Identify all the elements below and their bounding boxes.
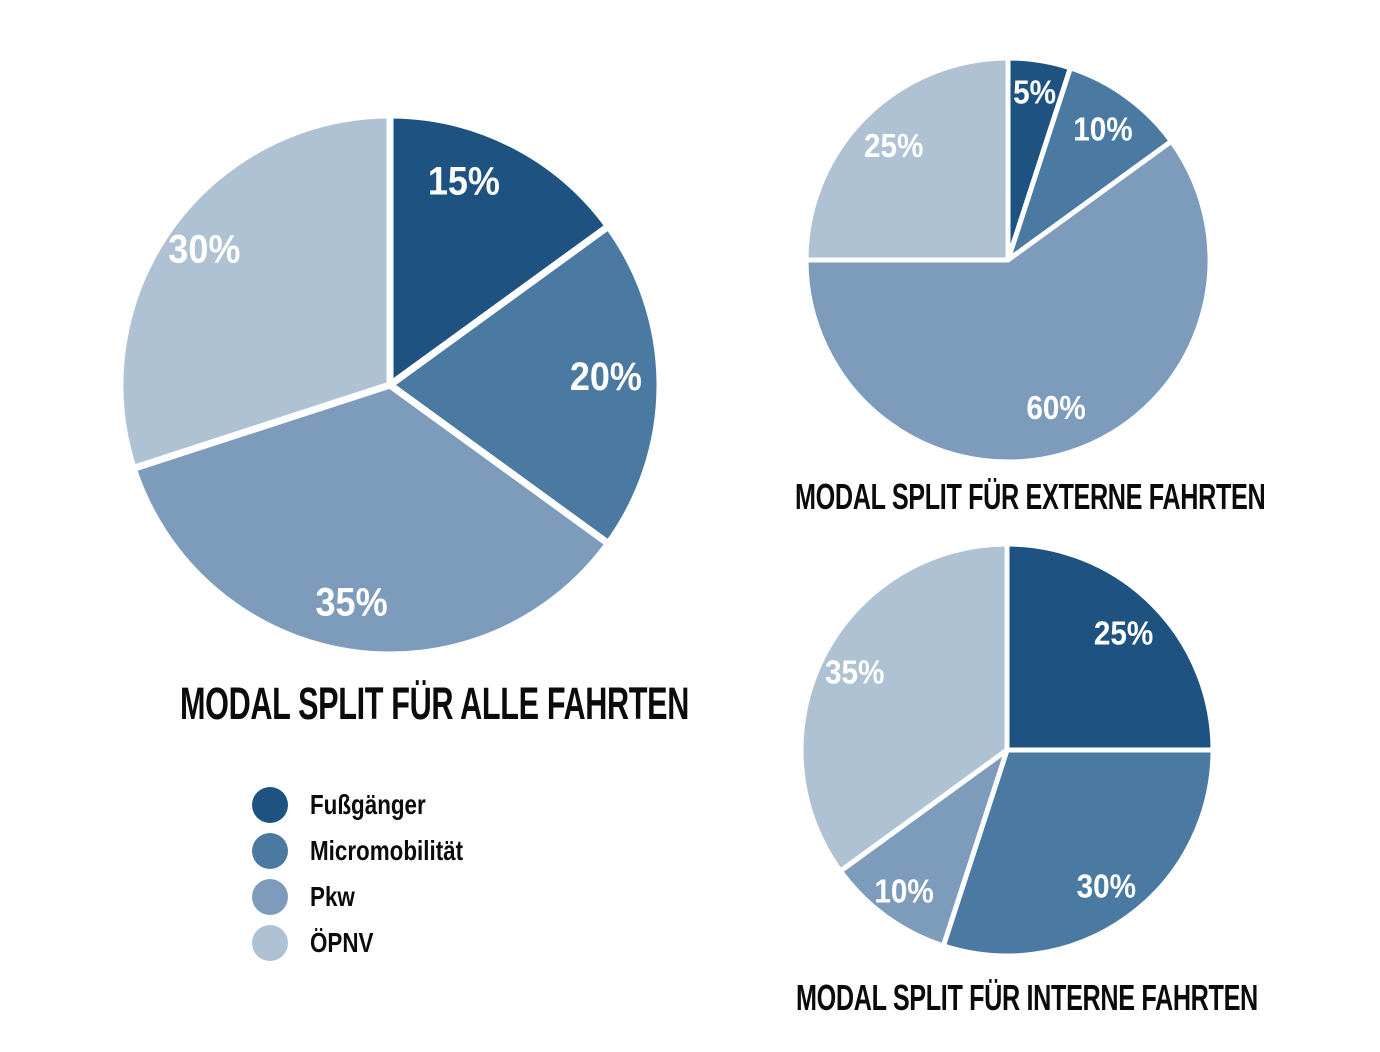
legend: Fußgänger Micromobilität Pkw ÖPNV <box>252 782 501 966</box>
pie-chart-alle-fahrten: 15% 20% 35% 30% <box>116 111 664 659</box>
legend-label-oepnv: ÖPNV <box>310 927 374 958</box>
legend-label-pkw: Pkw <box>310 881 355 912</box>
pie-title-externe-fahrten: MODAL SPLIT FÜR EXTERNE FAHRTEN <box>795 476 1266 517</box>
pie-slice-label: 25% <box>1094 615 1154 652</box>
pie-slice-label: 15% <box>428 160 500 204</box>
pie-slice-label: 60% <box>1026 390 1086 427</box>
pie-slice-pkw <box>803 138 1213 465</box>
legend-item-oepnv: ÖPNV <box>252 920 501 966</box>
pie-slice-pkw <box>129 381 612 659</box>
pie-slice-label: 30% <box>1077 868 1137 905</box>
pie-slice-label: 35% <box>825 654 885 691</box>
pie-slice-label: 25% <box>864 127 924 164</box>
pie-slice-label: 5% <box>1013 74 1056 111</box>
legend-swatch-fussgaenger-icon <box>252 787 288 823</box>
legend-swatch-oepnv-icon <box>252 925 288 961</box>
pie-chart-externe-fahrten: 5% 10% 60% 25% <box>803 55 1213 465</box>
pie-slice-fussgaenger <box>386 111 612 389</box>
pie-slice-label: 10% <box>874 873 934 910</box>
pie-title-alle-fahrten: MODAL SPLIT FÜR ALLE FAHRTEN <box>180 678 689 729</box>
pie-slice-fussgaenger <box>1004 541 1216 753</box>
legend-swatch-micromobilitaet-icon <box>252 833 288 869</box>
pie-slice-micromobilitaet <box>386 222 664 548</box>
pie-slice-oepnv <box>803 55 1011 263</box>
legend-item-micromobilitaet: Micromobilität <box>252 828 501 874</box>
pie-slice-label: 30% <box>168 228 240 272</box>
legend-item-fussgaenger: Fußgänger <box>252 782 501 828</box>
legend-item-pkw: Pkw <box>252 874 501 920</box>
pie-chart-interne-fahrten: 25% 30% 10% 35% <box>798 541 1216 959</box>
pie-slice-micromobilitaet <box>1005 65 1174 263</box>
pie-slice-label: 10% <box>1073 111 1133 148</box>
legend-swatch-pkw-icon <box>252 879 288 915</box>
legend-label-fussgaenger: Fußgänger <box>310 789 426 820</box>
pie-slice-label: 20% <box>570 355 642 399</box>
pie-slice-label: 35% <box>316 581 388 625</box>
pie-title-interne-fahrten: MODAL SPLIT FÜR INTERNE FAHRTEN <box>796 977 1258 1018</box>
legend-label-micromobilitaet: Micromobilität <box>310 835 464 866</box>
pie-slice-pkw <box>837 747 1010 949</box>
pie-slice-oepnv <box>116 111 394 472</box>
pie-slice-oepnv <box>798 541 1010 874</box>
pie-slice-micromobilitaet <box>940 747 1216 959</box>
